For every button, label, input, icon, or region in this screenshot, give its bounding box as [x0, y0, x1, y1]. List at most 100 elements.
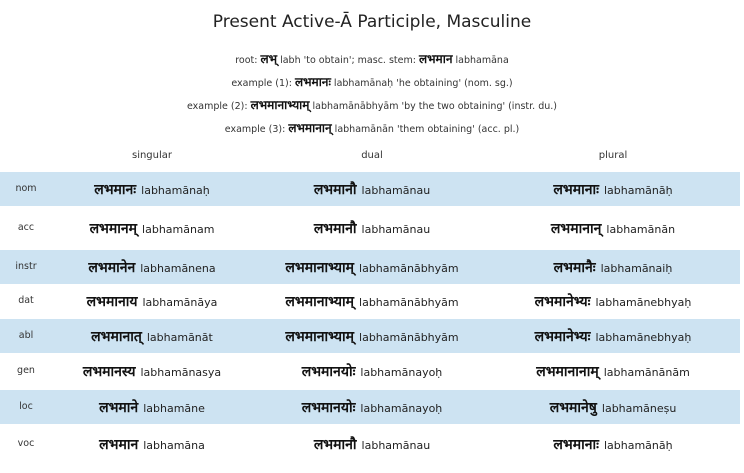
form-cell: लभमानात् labhamānāt — [42, 319, 262, 355]
form-cell: लभमानाः labhamānāḥ — [503, 172, 723, 208]
devanagari-form: लभमानेन — [88, 260, 136, 276]
form-cell: लभमानाभ्याम् labhamānābhyām — [262, 250, 482, 286]
info-line-example-2: example (2): लभमानाभ्याम् labhamānābhyām… — [0, 96, 744, 113]
column-header-singular: singular — [131, 150, 173, 161]
transliteration: labhamānāḥ — [603, 439, 673, 452]
table-row-gen: gen लभमानस्य labhamānasya लभमानयोः labhamāna… — [0, 354, 740, 388]
case-label: dat — [18, 295, 34, 306]
transliteration: labhamānayoḥ — [360, 366, 443, 379]
transliteration: labhamānābhyām — [359, 262, 459, 275]
info-text: labhamāna — [452, 55, 509, 66]
info-text: labhamānābhyām 'by the two obtaining' (i… — [309, 101, 557, 112]
devanagari-root: लभ् — [260, 52, 278, 66]
form-cell: लभमानाभ्याम् labhamānābhyām — [262, 319, 482, 355]
devanagari-stem: लभमान — [418, 52, 453, 66]
table-row-acc: acc लभमानम् labhamānam लभमानौ labhamānau लभमा… — [0, 211, 740, 245]
form-cell: लभमानः labhamānaḥ — [42, 172, 262, 208]
info-text: root: — [235, 55, 261, 66]
transliteration: labhamāna — [143, 439, 205, 452]
devanagari-form: लभमानौ — [313, 182, 357, 198]
table-row-voc: voc लभमान labhamāna लभमानौ labhamānau लभमानाः… — [0, 427, 740, 461]
devanagari-form: लभमानाय — [86, 294, 138, 310]
info-text: labh 'to obtain'; masc. stem: — [277, 55, 419, 66]
transliteration: labhamānena — [140, 262, 216, 275]
transliteration: labhamānāḥ — [603, 184, 673, 197]
transliteration: labhamānau — [361, 223, 431, 236]
transliteration: labhamānaḥ — [141, 184, 210, 197]
form-cell: लभमानानाम् labhamānānām — [503, 354, 723, 390]
transliteration: labhamānāya — [142, 296, 218, 309]
transliteration: labhamānāt — [146, 331, 213, 344]
form-cell: लभमानेभ्यः labhamānebhyaḥ — [503, 284, 723, 320]
transliteration: labhamāneṣu — [601, 402, 677, 415]
case-label: nom — [15, 183, 37, 194]
column-header-dual: dual — [361, 150, 383, 161]
form-cell: लभमानम् labhamānam — [42, 211, 262, 247]
devanagari-form: लभमानेभ्यः — [534, 329, 591, 345]
transliteration: labhamānau — [361, 439, 431, 452]
form-cell: लभमान labhamāna — [42, 427, 262, 463]
case-label: voc — [17, 438, 35, 449]
info-text: labhamānān 'them obtaining' (acc. pl.) — [331, 124, 520, 135]
form-cell: लभमानाभ्याम् labhamānābhyām — [262, 284, 482, 320]
form-cell: लभमानौ labhamānau — [262, 211, 482, 247]
form-cell: लभमानौ labhamānau — [262, 172, 482, 208]
devanagari-form: लभमाने — [99, 400, 139, 416]
transliteration: labhamānau — [361, 184, 431, 197]
devanagari-form: लभमानौ — [313, 437, 357, 453]
devanagari-form: लभमानयोः — [301, 400, 356, 416]
transliteration: labhamānayoḥ — [360, 402, 443, 415]
devanagari-form: लभमानयोः — [301, 364, 356, 380]
devanagari-form: लभमानात् — [91, 329, 142, 345]
form-cell: लभमाने labhamāne — [42, 390, 262, 426]
table-row-instr: instr लभमानेन labhamānena लभमानाभ्याम् labha… — [0, 250, 740, 284]
devanagari-form: लभमानैः — [553, 260, 596, 276]
form-cell: लभमानेषु labhamāneṣu — [503, 390, 723, 426]
transliteration: labhamānābhyām — [359, 331, 459, 344]
devanagari-form: लभमानाभ्याम् — [285, 329, 355, 345]
devanagari-form: लभमानान् — [550, 221, 602, 237]
info-line-example-1: example (1): लभमानः labhamānaḥ 'he obtai… — [0, 73, 744, 90]
devanagari-form: लभमानाभ्याम् — [285, 260, 355, 276]
case-label: abl — [18, 330, 34, 341]
page-title: Present Active-Ā Participle, Masculine — [212, 12, 532, 32]
devanagari-example: लभमानान् — [288, 121, 332, 135]
devanagari-form: लभमानः — [94, 182, 137, 198]
devanagari-form: लभमानेषु — [549, 400, 597, 416]
devanagari-form: लभमानौ — [313, 221, 357, 237]
devanagari-form: लभमान — [99, 437, 139, 453]
form-cell: लभमानयोः labhamānayoḥ — [262, 354, 482, 390]
devanagari-example: लभमानाभ्याम् — [250, 98, 310, 112]
transliteration: labhamānābhyām — [359, 296, 459, 309]
info-text: example (1): — [231, 78, 295, 89]
devanagari-form: लभमानस्य — [82, 364, 136, 380]
transliteration: labhamānānām — [603, 366, 690, 379]
form-cell: लभमानौ labhamānau — [262, 427, 482, 463]
transliteration: labhamāne — [143, 402, 205, 415]
form-cell: लभमानाः labhamānāḥ — [503, 427, 723, 463]
table-row-loc: loc लभमाने labhamāne लभमानयोः labhamānayoḥ लभ… — [0, 390, 740, 424]
form-cell: लभमानैः labhamānaiḥ — [503, 250, 723, 286]
devanagari-form: लभमानाः — [553, 182, 599, 198]
table-row-abl: abl लभमानात् labhamānāt लभमानाभ्याम् labhamā… — [0, 319, 740, 353]
transliteration: labhamānasya — [140, 366, 222, 379]
devanagari-form: लभमानेभ्यः — [534, 294, 591, 310]
case-label: gen — [17, 365, 35, 376]
devanagari-form: लभमानाः — [553, 437, 599, 453]
info-line-root: root: लभ् labh 'to obtain'; masc. stem: … — [0, 50, 744, 67]
form-cell: लभमानयोः labhamānayoḥ — [262, 390, 482, 426]
case-label: instr — [15, 261, 37, 272]
table-row-nom: nom लभमानः labhamānaḥ लभमानौ labhamānau लभमान… — [0, 172, 740, 206]
form-cell: लभमानाय labhamānāya — [42, 284, 262, 320]
transliteration: labhamānebhyaḥ — [595, 296, 692, 309]
case-label: acc — [17, 222, 35, 233]
devanagari-form: लभमानानाम् — [536, 364, 599, 380]
info-text: labhamānaḥ 'he obtaining' (nom. sg.) — [330, 78, 513, 89]
form-cell: लभमानान् labhamānān — [503, 211, 723, 247]
case-label: loc — [19, 401, 33, 412]
form-cell: लभमानेन labhamānena — [42, 250, 262, 286]
devanagari-example: लभमानः — [294, 75, 331, 89]
transliteration: labhamānebhyaḥ — [595, 331, 692, 344]
column-header-plural: plural — [598, 150, 628, 161]
